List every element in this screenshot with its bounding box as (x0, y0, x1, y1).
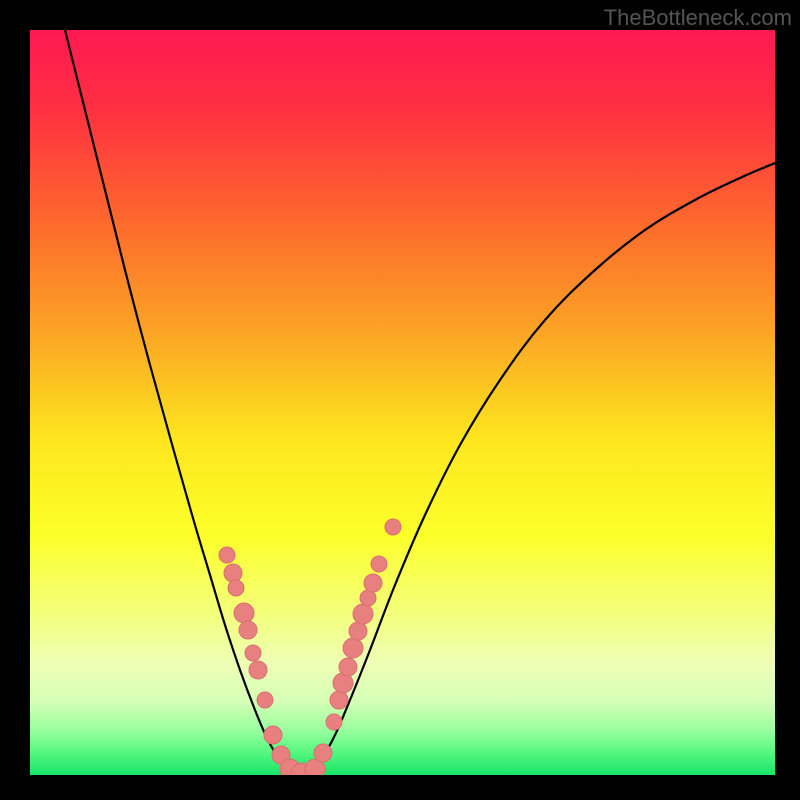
data-marker (224, 564, 242, 582)
data-marker (234, 603, 254, 623)
data-marker (314, 744, 332, 762)
data-marker (326, 714, 342, 730)
watermark-text: TheBottleneck.com (604, 5, 792, 31)
data-marker (228, 580, 244, 596)
data-marker (349, 622, 367, 640)
data-marker (364, 574, 382, 592)
data-marker (330, 691, 348, 709)
data-marker (264, 726, 282, 744)
canvas: TheBottleneck.com (0, 0, 800, 800)
data-marker (339, 658, 357, 676)
data-marker (343, 638, 363, 658)
data-marker (353, 604, 373, 624)
data-marker (245, 645, 261, 661)
data-marker (249, 661, 267, 679)
data-marker (239, 621, 257, 639)
data-marker (371, 556, 387, 572)
bottleneck-curve (65, 30, 775, 775)
data-marker (257, 692, 273, 708)
data-marker (219, 547, 235, 563)
data-marker (385, 519, 401, 535)
curve-layer (0, 0, 800, 800)
